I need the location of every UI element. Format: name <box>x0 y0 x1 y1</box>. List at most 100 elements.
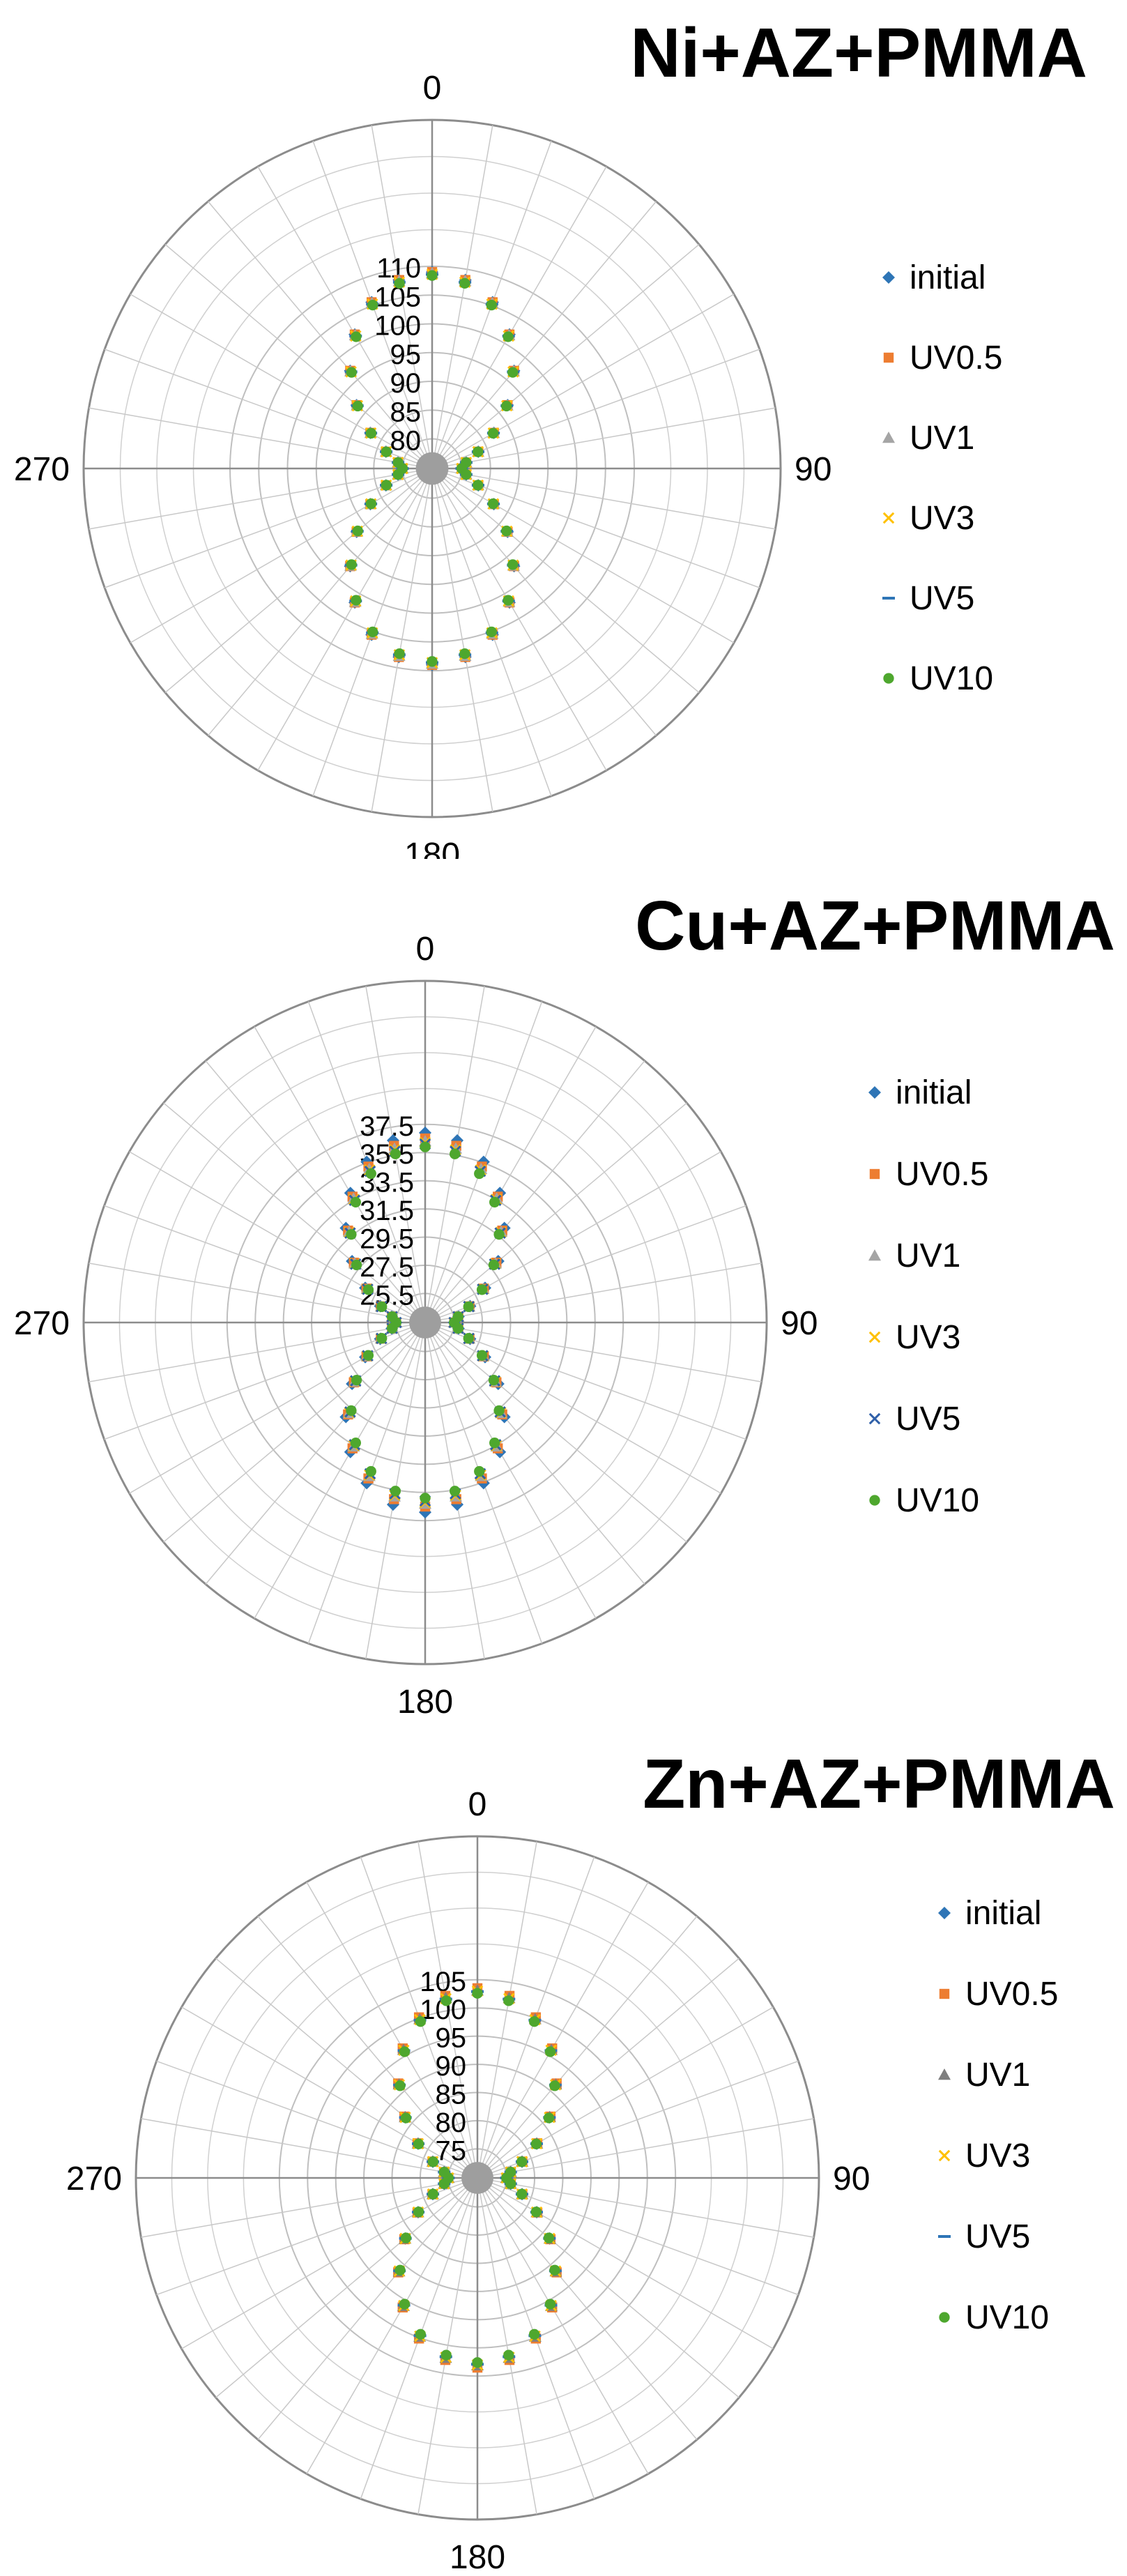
radial-tick-label: 80 <box>390 426 422 457</box>
radial-tick-label: 29.5 <box>360 1224 414 1255</box>
data-point <box>488 1374 500 1386</box>
data-point <box>365 498 377 510</box>
angle-label-180: 180 <box>450 2539 505 2576</box>
data-point <box>367 626 378 638</box>
grid-spoke <box>254 1026 426 1323</box>
legend-marker <box>882 432 895 443</box>
grid-spoke <box>424 1322 645 1585</box>
legend-item-uv3: UV3 <box>882 500 974 537</box>
data-point <box>503 595 514 606</box>
data-point <box>400 2112 412 2124</box>
grid-spoke <box>431 468 607 771</box>
grid-spoke <box>424 1322 762 1382</box>
grid-spoke <box>477 2060 799 2179</box>
data-point <box>350 1196 361 1208</box>
angle-label-90: 90 <box>795 451 831 488</box>
legend-item-initial: initial <box>938 1895 1041 1932</box>
radial-tick-label: 95 <box>436 2023 467 2054</box>
legend-marker <box>883 352 894 363</box>
legend-label: UV5 <box>896 1401 960 1438</box>
legend-marker <box>939 2312 950 2323</box>
data-point <box>427 2156 438 2167</box>
data-point <box>487 427 499 439</box>
angle-label-270: 270 <box>14 451 70 488</box>
legend-item-uv0-5: UV0.5 <box>939 1976 1058 2013</box>
data-point <box>352 525 363 537</box>
data-point <box>362 1284 374 1295</box>
data-point <box>543 2112 555 2124</box>
data-point <box>544 2299 556 2310</box>
data-point <box>474 1465 485 1477</box>
data-point <box>351 1259 362 1271</box>
data-point <box>489 1437 500 1449</box>
grid-spoke <box>477 2177 649 2474</box>
data-point <box>376 1333 388 1344</box>
grid-spoke <box>424 1102 687 1323</box>
grid-spoke <box>254 1322 426 1619</box>
legend-marker <box>938 2068 951 2080</box>
grid-spoke <box>306 2177 478 2474</box>
angle-label-0: 0 <box>468 1786 487 1823</box>
data-point <box>394 2264 406 2276</box>
data-point <box>387 1311 398 1323</box>
legend-marker <box>868 1249 881 1261</box>
legend-label: UV5 <box>965 2218 1030 2255</box>
grid-spoke <box>215 2177 478 2398</box>
legend-label: UV10 <box>910 660 993 697</box>
grid-spoke <box>181 2006 478 2179</box>
grid-spoke <box>104 1205 426 1323</box>
chart-title: Ni+AZ+PMMA <box>630 14 1087 92</box>
grid-spoke <box>424 1026 597 1323</box>
data-point <box>503 331 514 342</box>
chart-panel-zn: 75 80 85 90 95 100 105 0 90 180 270 Zn+AZ+PMMA initi… <box>0 1717 1127 2576</box>
data-point <box>459 648 470 660</box>
data-point <box>503 1995 514 2006</box>
legend: initial UV0.5 UV1 UV3 UV5 UV10 <box>882 259 1002 697</box>
radial-tick-label: 37.5 <box>360 1111 414 1142</box>
legend-item-uv5: UV5 <box>868 1401 960 1438</box>
data-point <box>350 1437 361 1449</box>
legend-item-uv1: UV1 <box>938 2057 1030 2094</box>
legend-label: initial <box>896 1074 972 1111</box>
data-point <box>346 1405 357 1417</box>
grid-spoke <box>424 1322 721 1494</box>
legend-item-uv3: UV3 <box>938 2137 1030 2174</box>
grid-spoke <box>431 468 776 530</box>
data-point <box>420 1141 431 1152</box>
grid-spoke <box>371 125 433 469</box>
legend-item-uv10: UV10 <box>939 2299 1049 2336</box>
legend-label: UV1 <box>896 1237 960 1274</box>
data-point <box>549 2080 560 2091</box>
grid-spoke <box>431 468 493 812</box>
grid-spoke <box>208 201 433 469</box>
data-point <box>394 648 405 660</box>
legend-label: UV1 <box>910 420 974 457</box>
grid-spoke <box>424 1322 597 1619</box>
angle-label-90: 90 <box>781 1305 818 1342</box>
legend-item-uv10: UV10 <box>869 1482 979 1519</box>
legend-item-uv10: UV10 <box>883 660 993 697</box>
grid-spoke <box>156 2177 478 2296</box>
data-point <box>493 1405 505 1417</box>
data-point <box>461 468 472 480</box>
grid-spoke <box>424 1151 721 1323</box>
grid-spoke <box>104 349 433 469</box>
data-point <box>473 446 484 457</box>
grid-spoke <box>208 468 433 736</box>
radial-tick-label: 95 <box>390 340 422 370</box>
grid-spoke <box>431 407 776 469</box>
radial-tick-label: 85 <box>390 397 422 427</box>
data-point <box>390 1148 401 1159</box>
radial-tick-label: 27.5 <box>360 1252 414 1283</box>
data-point <box>346 1228 357 1240</box>
data-point <box>427 270 438 281</box>
data-point <box>451 1134 464 1147</box>
grid-spoke <box>424 1060 645 1323</box>
grid-spoke <box>477 2177 537 2515</box>
grid-spoke <box>417 1841 478 2179</box>
data-point <box>352 400 363 412</box>
legend-marker <box>938 2149 951 2162</box>
grid-spoke <box>257 2177 478 2440</box>
legend-marker <box>869 1168 880 1180</box>
radial-tick-label: 80 <box>436 2108 467 2138</box>
